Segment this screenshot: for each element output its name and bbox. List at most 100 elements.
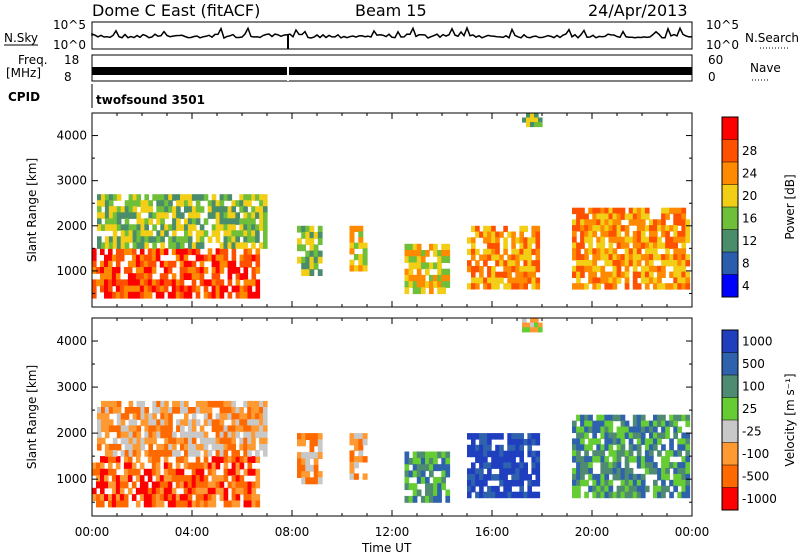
scatter-cell xyxy=(527,277,532,284)
scatter-cell xyxy=(588,420,593,428)
scatter-cell xyxy=(176,206,181,213)
colorbar-swatch xyxy=(722,465,738,488)
scatter-cell xyxy=(665,456,670,463)
scatter-cell xyxy=(155,279,161,287)
scatter-cell xyxy=(119,494,125,501)
scatter-cell xyxy=(251,279,257,287)
scatter-cell xyxy=(592,485,597,493)
y-tick-label: 3000 xyxy=(56,380,87,394)
scatter-cell xyxy=(131,285,137,293)
scatter-cell xyxy=(247,462,253,470)
scatter-cell xyxy=(592,213,597,220)
scatter-cell xyxy=(576,426,581,433)
scatter-cell xyxy=(199,431,205,439)
scatter-cell xyxy=(112,194,118,201)
scatter-cell xyxy=(243,224,248,231)
scatter-cell xyxy=(183,494,189,501)
scatter-cell xyxy=(503,468,508,475)
scatter-cell xyxy=(534,122,539,128)
scatter-cell xyxy=(211,481,217,489)
scatter-cell xyxy=(665,213,670,220)
scatter-cell xyxy=(101,194,106,201)
scatter-cell xyxy=(203,218,209,225)
scatter-cell xyxy=(572,438,577,445)
scatter-cell xyxy=(429,495,434,503)
scatter-cell xyxy=(187,462,193,470)
scatter-cell xyxy=(108,419,114,426)
scatter-cell xyxy=(227,273,233,280)
scatter-cell xyxy=(168,206,173,213)
scatter-cell xyxy=(441,483,446,491)
scatter-cell xyxy=(620,473,626,481)
scatter-cell xyxy=(416,451,422,459)
scatter-cell xyxy=(404,256,410,263)
scatter-cell xyxy=(211,437,217,445)
scatter-cell xyxy=(128,230,134,237)
scatter-cell xyxy=(636,456,642,463)
scatter-cell xyxy=(207,413,213,420)
scatter-cell xyxy=(251,431,256,439)
scatter-cell xyxy=(483,474,488,481)
scatter-cell xyxy=(199,468,205,476)
scatter-cell xyxy=(636,236,642,244)
scatter-cell xyxy=(576,283,581,290)
scatter-cell xyxy=(172,206,177,213)
scatter-cell xyxy=(147,494,153,501)
scatter-cell xyxy=(175,500,181,508)
scatter-cell xyxy=(167,462,173,470)
scatter-cell xyxy=(600,462,606,469)
scatter-cell xyxy=(255,206,260,213)
scatter-cell xyxy=(408,495,414,503)
scatter-cell xyxy=(243,285,249,293)
scatter-cell xyxy=(148,218,153,225)
scatter-cell xyxy=(139,267,145,274)
scatter-cell xyxy=(632,236,638,244)
scatter-cell xyxy=(616,473,622,481)
scatter-cell xyxy=(180,212,185,219)
scatter-cell xyxy=(632,444,638,451)
scatter-cell xyxy=(572,230,577,238)
nsearch-tick-top: 10^5 xyxy=(706,18,739,32)
scatter-cell xyxy=(612,462,618,469)
scatter-cell xyxy=(148,443,153,451)
scatter-cell xyxy=(108,267,113,274)
scatter-cell xyxy=(115,279,121,287)
scatter-cell xyxy=(475,225,480,233)
scatter-cell xyxy=(584,462,589,469)
scatter-cell xyxy=(223,285,229,293)
scatter-cell xyxy=(416,250,422,257)
scatter-cell xyxy=(203,400,209,408)
scatter-cell xyxy=(644,485,650,493)
scatter-cell xyxy=(124,200,130,207)
scatter-cell xyxy=(661,444,666,451)
scatter-cell xyxy=(649,468,654,475)
colorbar-swatch xyxy=(722,207,738,230)
scatter-cell xyxy=(588,414,593,422)
scatter-cell xyxy=(123,500,129,508)
colorbar-swatch xyxy=(722,420,738,443)
scatter-cell xyxy=(628,260,634,267)
scatter-cell xyxy=(172,194,177,201)
colorbar-swatch xyxy=(722,274,738,298)
scatter-cell xyxy=(628,438,634,445)
scatter-cell xyxy=(247,431,252,439)
scatter-cell xyxy=(673,277,678,284)
scatter-cell xyxy=(219,413,225,420)
scatter-cell xyxy=(408,457,414,465)
scatter-cell xyxy=(120,224,126,231)
scatter-cell xyxy=(243,236,248,243)
scatter-cell xyxy=(195,242,201,249)
scatter-cell xyxy=(167,500,173,508)
scatter-cell xyxy=(223,242,229,249)
scatter-cell xyxy=(219,456,225,463)
scatter-cell xyxy=(127,468,133,476)
scatter-cell xyxy=(535,231,541,238)
scatter-cell xyxy=(191,413,197,420)
scatter-cell xyxy=(263,407,268,414)
scatter-cell xyxy=(112,224,118,231)
colorbar-swatch xyxy=(722,229,738,253)
scatter-cell xyxy=(211,267,217,274)
scatter-cell xyxy=(148,236,153,243)
nsky-tick-bottom: 10^0 xyxy=(53,38,86,52)
scatter-cell xyxy=(215,443,221,451)
